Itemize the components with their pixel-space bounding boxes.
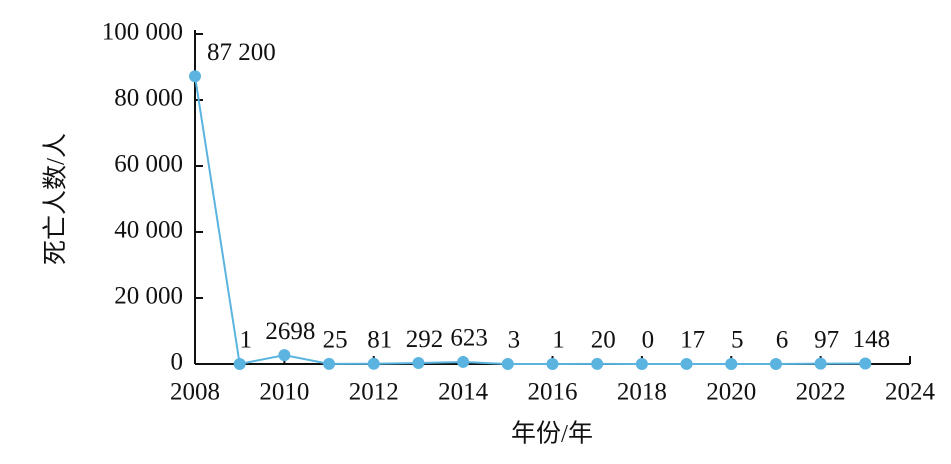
marker: [233, 357, 246, 370]
marker: [769, 357, 782, 370]
y-axis-title: 死亡人数/人: [42, 133, 70, 265]
value-label: 148: [853, 326, 891, 353]
marker: [501, 357, 514, 370]
x-tick-label: 2016: [528, 379, 578, 406]
value-label: 623: [450, 325, 488, 352]
y-tick-label: 0: [171, 349, 184, 376]
value-label: 25: [323, 327, 348, 354]
value-label: 20: [591, 327, 616, 354]
marker: [367, 357, 380, 370]
marker: [278, 349, 291, 362]
y-tick-label: 40 000: [114, 217, 183, 244]
x-tick-label: 2018: [617, 379, 667, 406]
value-label: 81: [367, 326, 392, 353]
x-tick-label: 2020: [706, 379, 756, 406]
x-axis-title: 年份/年: [511, 420, 593, 448]
value-label: 97: [814, 326, 839, 353]
marker: [412, 357, 425, 370]
y-tick-label: 60 000: [114, 151, 183, 178]
x-tick-label: 2008: [170, 379, 220, 406]
y-tick-label: 20 000: [114, 283, 183, 310]
y-tick-label: 80 000: [114, 85, 183, 112]
value-label: 0: [642, 327, 655, 354]
x-tick-label: 2014: [438, 379, 489, 406]
x-tick-label: 2010: [259, 379, 309, 406]
value-label: 1: [552, 327, 565, 354]
y-tick-label: 100 000: [102, 19, 183, 46]
x-tick-label: 2024: [885, 379, 936, 406]
value-label: 1: [239, 327, 252, 354]
value-label: 5: [731, 327, 744, 354]
marker: [635, 358, 648, 370]
value-label: 17: [680, 327, 705, 354]
x-tick-label: 2012: [349, 379, 399, 406]
marker: [546, 357, 559, 370]
marker: [859, 357, 872, 370]
marker: [591, 357, 604, 370]
marker: [323, 357, 336, 370]
marker: [457, 355, 470, 368]
marker: [189, 70, 201, 83]
marker: [680, 357, 693, 370]
x-tick-label: 2022: [796, 379, 846, 406]
marker: [814, 357, 827, 370]
value-label: 2698: [265, 318, 315, 345]
value-label: 6: [776, 327, 789, 354]
value-label: 292: [406, 326, 444, 353]
value-label: 87 200: [207, 39, 276, 66]
line: [194, 76, 866, 366]
marker: [725, 357, 738, 370]
value-label: 3: [508, 327, 521, 354]
